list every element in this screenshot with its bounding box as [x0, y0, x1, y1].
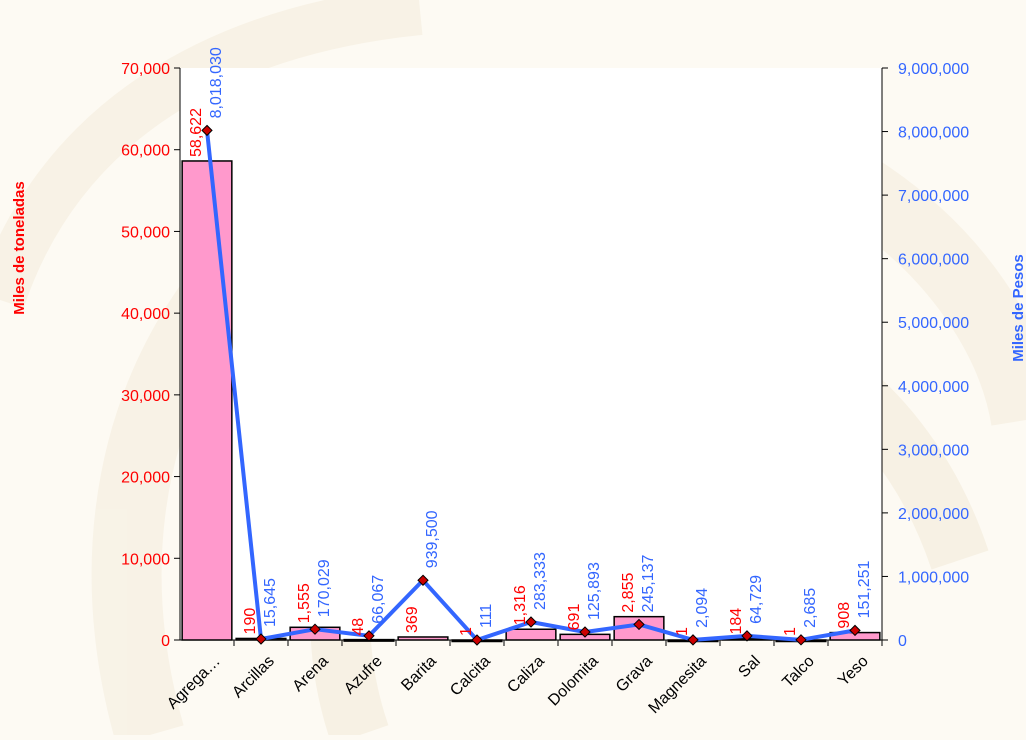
bar-data-label: 184 [728, 608, 745, 635]
line-point-8 [633, 618, 645, 631]
category-label: Sal [735, 653, 763, 681]
category-label: Arcillas [229, 653, 277, 701]
right-axis-title: Miles de Pesos [1010, 254, 1026, 362]
bar-data-label: 1,316 [512, 585, 529, 625]
line-point-7 [579, 626, 591, 638]
category-label: Yeso [835, 653, 872, 690]
right-tick-label: 2,000,000 [898, 506, 969, 523]
right-tick-label: 4,000,000 [898, 379, 969, 396]
left-tick-label: 40,000 [121, 306, 170, 323]
line-data-label: 111 [478, 604, 495, 628]
left-tick-label: 10,000 [121, 551, 170, 568]
right-tick-label: 7,000,000 [898, 188, 969, 205]
bar-data-label: 369 [404, 606, 421, 633]
right-tick-label: 6,000,000 [898, 252, 969, 269]
line-data-label: 939,500 [424, 510, 441, 568]
line-point-9 [687, 634, 699, 646]
bar-data-label: 1 [458, 627, 475, 636]
line-point-10 [741, 630, 753, 642]
bar-6 [505, 628, 557, 641]
line-data-label: 2,094 [694, 588, 711, 628]
category-label: Barita [398, 653, 440, 695]
line-point-4 [417, 574, 429, 586]
line-point-6 [525, 616, 537, 628]
bar-data-label: 190 [242, 608, 259, 635]
line-data-label: 151,251 [856, 560, 873, 618]
left-axis-title: Miles de toneladas [11, 181, 28, 314]
plot-background [180, 68, 882, 640]
left-tick-label: 30,000 [121, 388, 170, 405]
left-tick-label: 70,000 [121, 61, 170, 78]
left-tick-label: 50,000 [121, 224, 170, 241]
line-data-label: 8,018,030 [208, 47, 225, 118]
line-data-label: 125,893 [586, 562, 603, 620]
line-data-label: 170,029 [316, 559, 333, 617]
right-tick-label: 0 [898, 633, 907, 650]
bar-data-label: 1 [674, 627, 691, 636]
line-point-1 [255, 633, 267, 645]
line-data-label: 64,729 [748, 575, 765, 624]
category-label: Caliza [504, 653, 548, 697]
category-label: Talco [779, 653, 818, 692]
line-point-12 [849, 624, 861, 637]
plot-area: 0 10,000 20,000 30,000 40,000 50,000 60,000 70,… [121, 47, 969, 717]
left-tick-label: 20,000 [121, 470, 170, 487]
bar-0 [181, 160, 233, 641]
bar-data-label: 48 [350, 618, 367, 636]
right-tick-label: 9,000,000 [898, 61, 969, 78]
bar-data-label: 1 [782, 627, 799, 636]
line-point-11 [795, 634, 807, 646]
line-point-0 [201, 124, 213, 137]
bar-data-label: 58,622 [188, 108, 205, 157]
line-point-3 [363, 630, 375, 642]
left-tick-label: 60,000 [121, 143, 170, 160]
bar-data-label: 2,855 [620, 573, 637, 613]
bar-data-label: 908 [836, 602, 853, 629]
line-point-2 [309, 623, 321, 635]
category-label: Grava [613, 653, 656, 696]
right-tick-label: 5,000,000 [898, 315, 969, 332]
line-data-label: 283,333 [532, 552, 549, 610]
line-data-label: 2,685 [802, 588, 819, 628]
category-label: Dolomita [545, 653, 602, 710]
right-tick-label: 8,000,000 [898, 125, 969, 142]
bar-data-label: 691 [566, 604, 583, 631]
line-data-label: 15,645 [262, 578, 279, 627]
category-label: Calcita [447, 653, 494, 700]
line-point-5 [471, 634, 483, 646]
category-label: Magnesita [646, 653, 710, 717]
right-tick-label: 3,000,000 [898, 442, 969, 459]
line-data-label: 245,137 [640, 554, 657, 612]
line-data-label: 66,067 [370, 575, 387, 624]
right-tick-label: 1,000,000 [898, 569, 969, 586]
left-tick-label: 0 [161, 633, 170, 650]
bar-data-label: 1,555 [296, 583, 313, 623]
